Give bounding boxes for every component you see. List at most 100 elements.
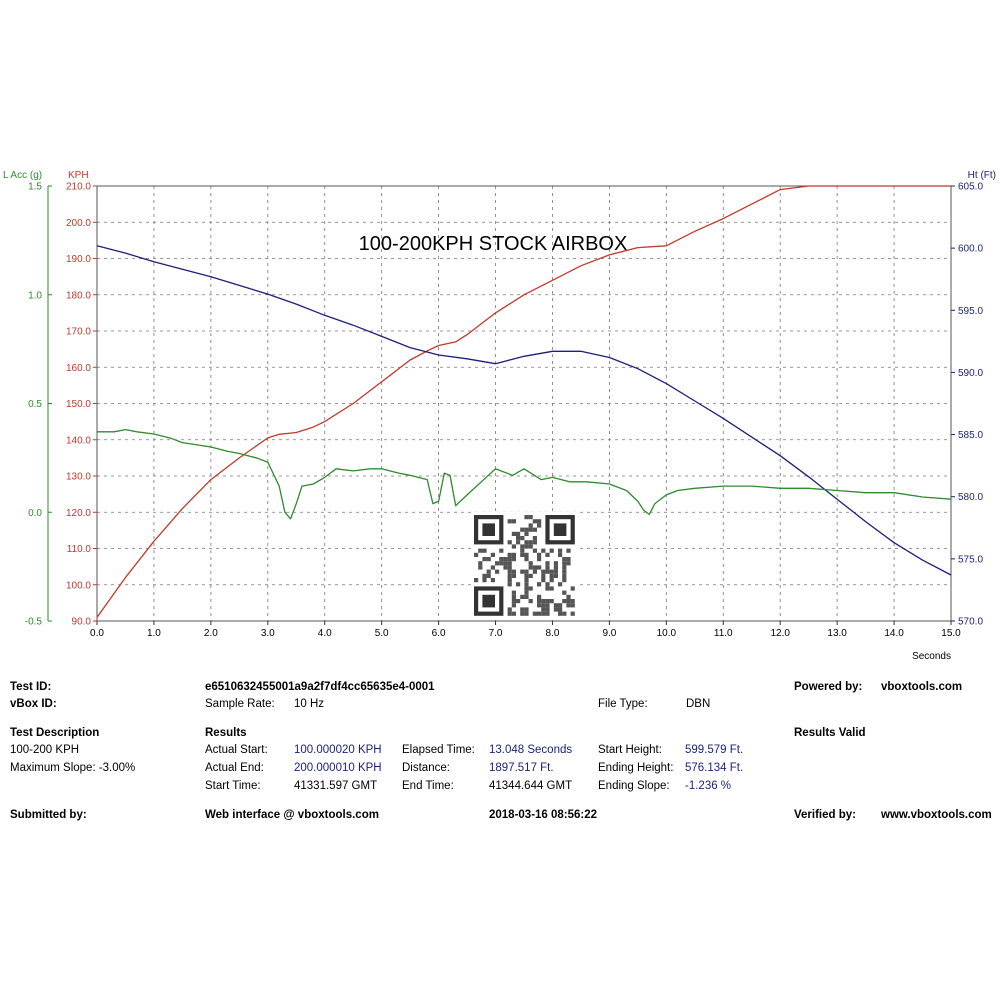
- qr-module: [562, 569, 567, 574]
- kph-tick-label: 120.0: [66, 508, 91, 519]
- qr-module: [511, 569, 516, 574]
- qr-module: [549, 569, 554, 574]
- actual-start-label: Actual Start:: [205, 744, 268, 756]
- axis-ticks: [47, 185, 955, 625]
- qr-module: [524, 540, 529, 545]
- qr-module: [566, 599, 571, 604]
- qr-module: [566, 603, 571, 608]
- x-tick-label: 5.0: [375, 628, 389, 639]
- qr-module: [507, 582, 512, 587]
- test-id-label: Test ID:: [10, 681, 52, 693]
- verified-by-value[interactable]: www.vboxtools.com: [881, 809, 992, 821]
- qr-module: [553, 573, 558, 578]
- start-height-label: Start Height:: [598, 744, 662, 756]
- kph-tick-label: 130.0: [66, 472, 91, 483]
- kph-tick-label: 140.0: [66, 435, 91, 446]
- sample-rate-label: Sample Rate:: [205, 698, 275, 710]
- qr-module: [549, 578, 554, 583]
- qr-module: [528, 565, 533, 570]
- x-tick-label: 0.0: [90, 628, 104, 639]
- qr-module: [516, 531, 521, 536]
- report-date: 2018-03-16 08:56:22: [489, 809, 598, 821]
- qr-module: [520, 527, 525, 532]
- qr-module: [520, 569, 525, 574]
- ht-tick-label: 605.0: [958, 182, 983, 193]
- qr-module: [507, 565, 512, 570]
- kph-tick-label: 90.0: [72, 617, 92, 628]
- x-tick-label: 14.0: [884, 628, 904, 639]
- qr-module: [545, 607, 550, 612]
- results-label: Results: [205, 727, 247, 739]
- qr-module: [541, 573, 546, 578]
- qr-module: [516, 536, 521, 541]
- qr-module: [511, 519, 516, 524]
- qr-finder-core: [482, 523, 495, 536]
- qr-module: [549, 573, 554, 578]
- qr-module: [520, 536, 525, 541]
- x-tick-label: 7.0: [489, 628, 503, 639]
- x-tick-label: 2.0: [204, 628, 218, 639]
- qr-module: [490, 565, 495, 570]
- powered-by-value[interactable]: vboxtools.com: [881, 681, 963, 693]
- qr-module: [511, 573, 516, 578]
- ht-tick-label: 600.0: [958, 244, 983, 255]
- qr-module: [549, 548, 554, 553]
- qr-module: [532, 519, 537, 524]
- qr-module: [558, 603, 563, 608]
- qr-module: [549, 586, 554, 591]
- qr-module: [516, 599, 521, 604]
- qr-finder-core: [553, 523, 567, 536]
- qr-module: [524, 594, 529, 599]
- kph-tick-label: 150.0: [66, 399, 91, 410]
- qr-module: [541, 569, 546, 574]
- qr-module: [524, 552, 529, 557]
- qr-module: [490, 552, 495, 557]
- qr-module: [524, 557, 529, 562]
- qr-module: [549, 599, 554, 604]
- ht-tick-label: 570.0: [958, 617, 983, 628]
- file-type-value: DBN: [686, 698, 711, 710]
- ending-height-label: Ending Height:: [598, 762, 674, 774]
- qr-module: [553, 565, 558, 570]
- qr-module: [528, 523, 533, 528]
- qr-module: [553, 603, 558, 608]
- qr-module: [474, 552, 479, 557]
- ht-tick-label: 585.0: [958, 430, 983, 441]
- ending-slope-value: -1.236 %: [685, 780, 732, 792]
- web-interface-label[interactable]: Web interface @ vboxtools.com: [205, 809, 379, 821]
- qr-module: [545, 552, 550, 557]
- qr-module: [490, 578, 495, 583]
- acc-tick-label: 0.0: [28, 508, 42, 519]
- acc-tick-label: 1.5: [28, 182, 42, 193]
- qr-module: [562, 573, 567, 578]
- qr-module: [486, 573, 491, 578]
- chart-title: 100-200KPH STOCK AIRBOX: [359, 233, 628, 255]
- elapsed-time-label: Elapsed Time:: [402, 744, 475, 756]
- x-axis-label: Seconds: [912, 651, 951, 662]
- qr-module: [520, 594, 525, 599]
- qr-module: [553, 561, 558, 566]
- qr-module: [528, 599, 533, 604]
- qr-module: [499, 557, 504, 562]
- qr-module: [511, 557, 516, 562]
- qr-finder-core: [482, 594, 495, 608]
- qr-module: [545, 561, 550, 566]
- qr-module: [528, 540, 533, 545]
- x-tick-label: 8.0: [546, 628, 560, 639]
- end-time-value: 41344.644 GMT: [489, 780, 573, 792]
- kph-tick-label: 160.0: [66, 363, 91, 374]
- qr-module: [537, 582, 542, 587]
- qr-module: [545, 586, 550, 591]
- x-tick-label: 9.0: [602, 628, 616, 639]
- qr-module: [537, 594, 542, 599]
- qr-module: [524, 578, 529, 583]
- qr-module: [486, 557, 491, 562]
- qr-module: [541, 603, 546, 608]
- distance-value: 1897.517 Ft.: [489, 762, 554, 774]
- qr-module: [541, 599, 546, 604]
- qr-module: [482, 548, 487, 553]
- qr-module: [558, 548, 563, 553]
- qr-module: [516, 540, 521, 545]
- sample-rate-value: 10 Hz: [294, 698, 325, 710]
- qr-module: [562, 611, 567, 616]
